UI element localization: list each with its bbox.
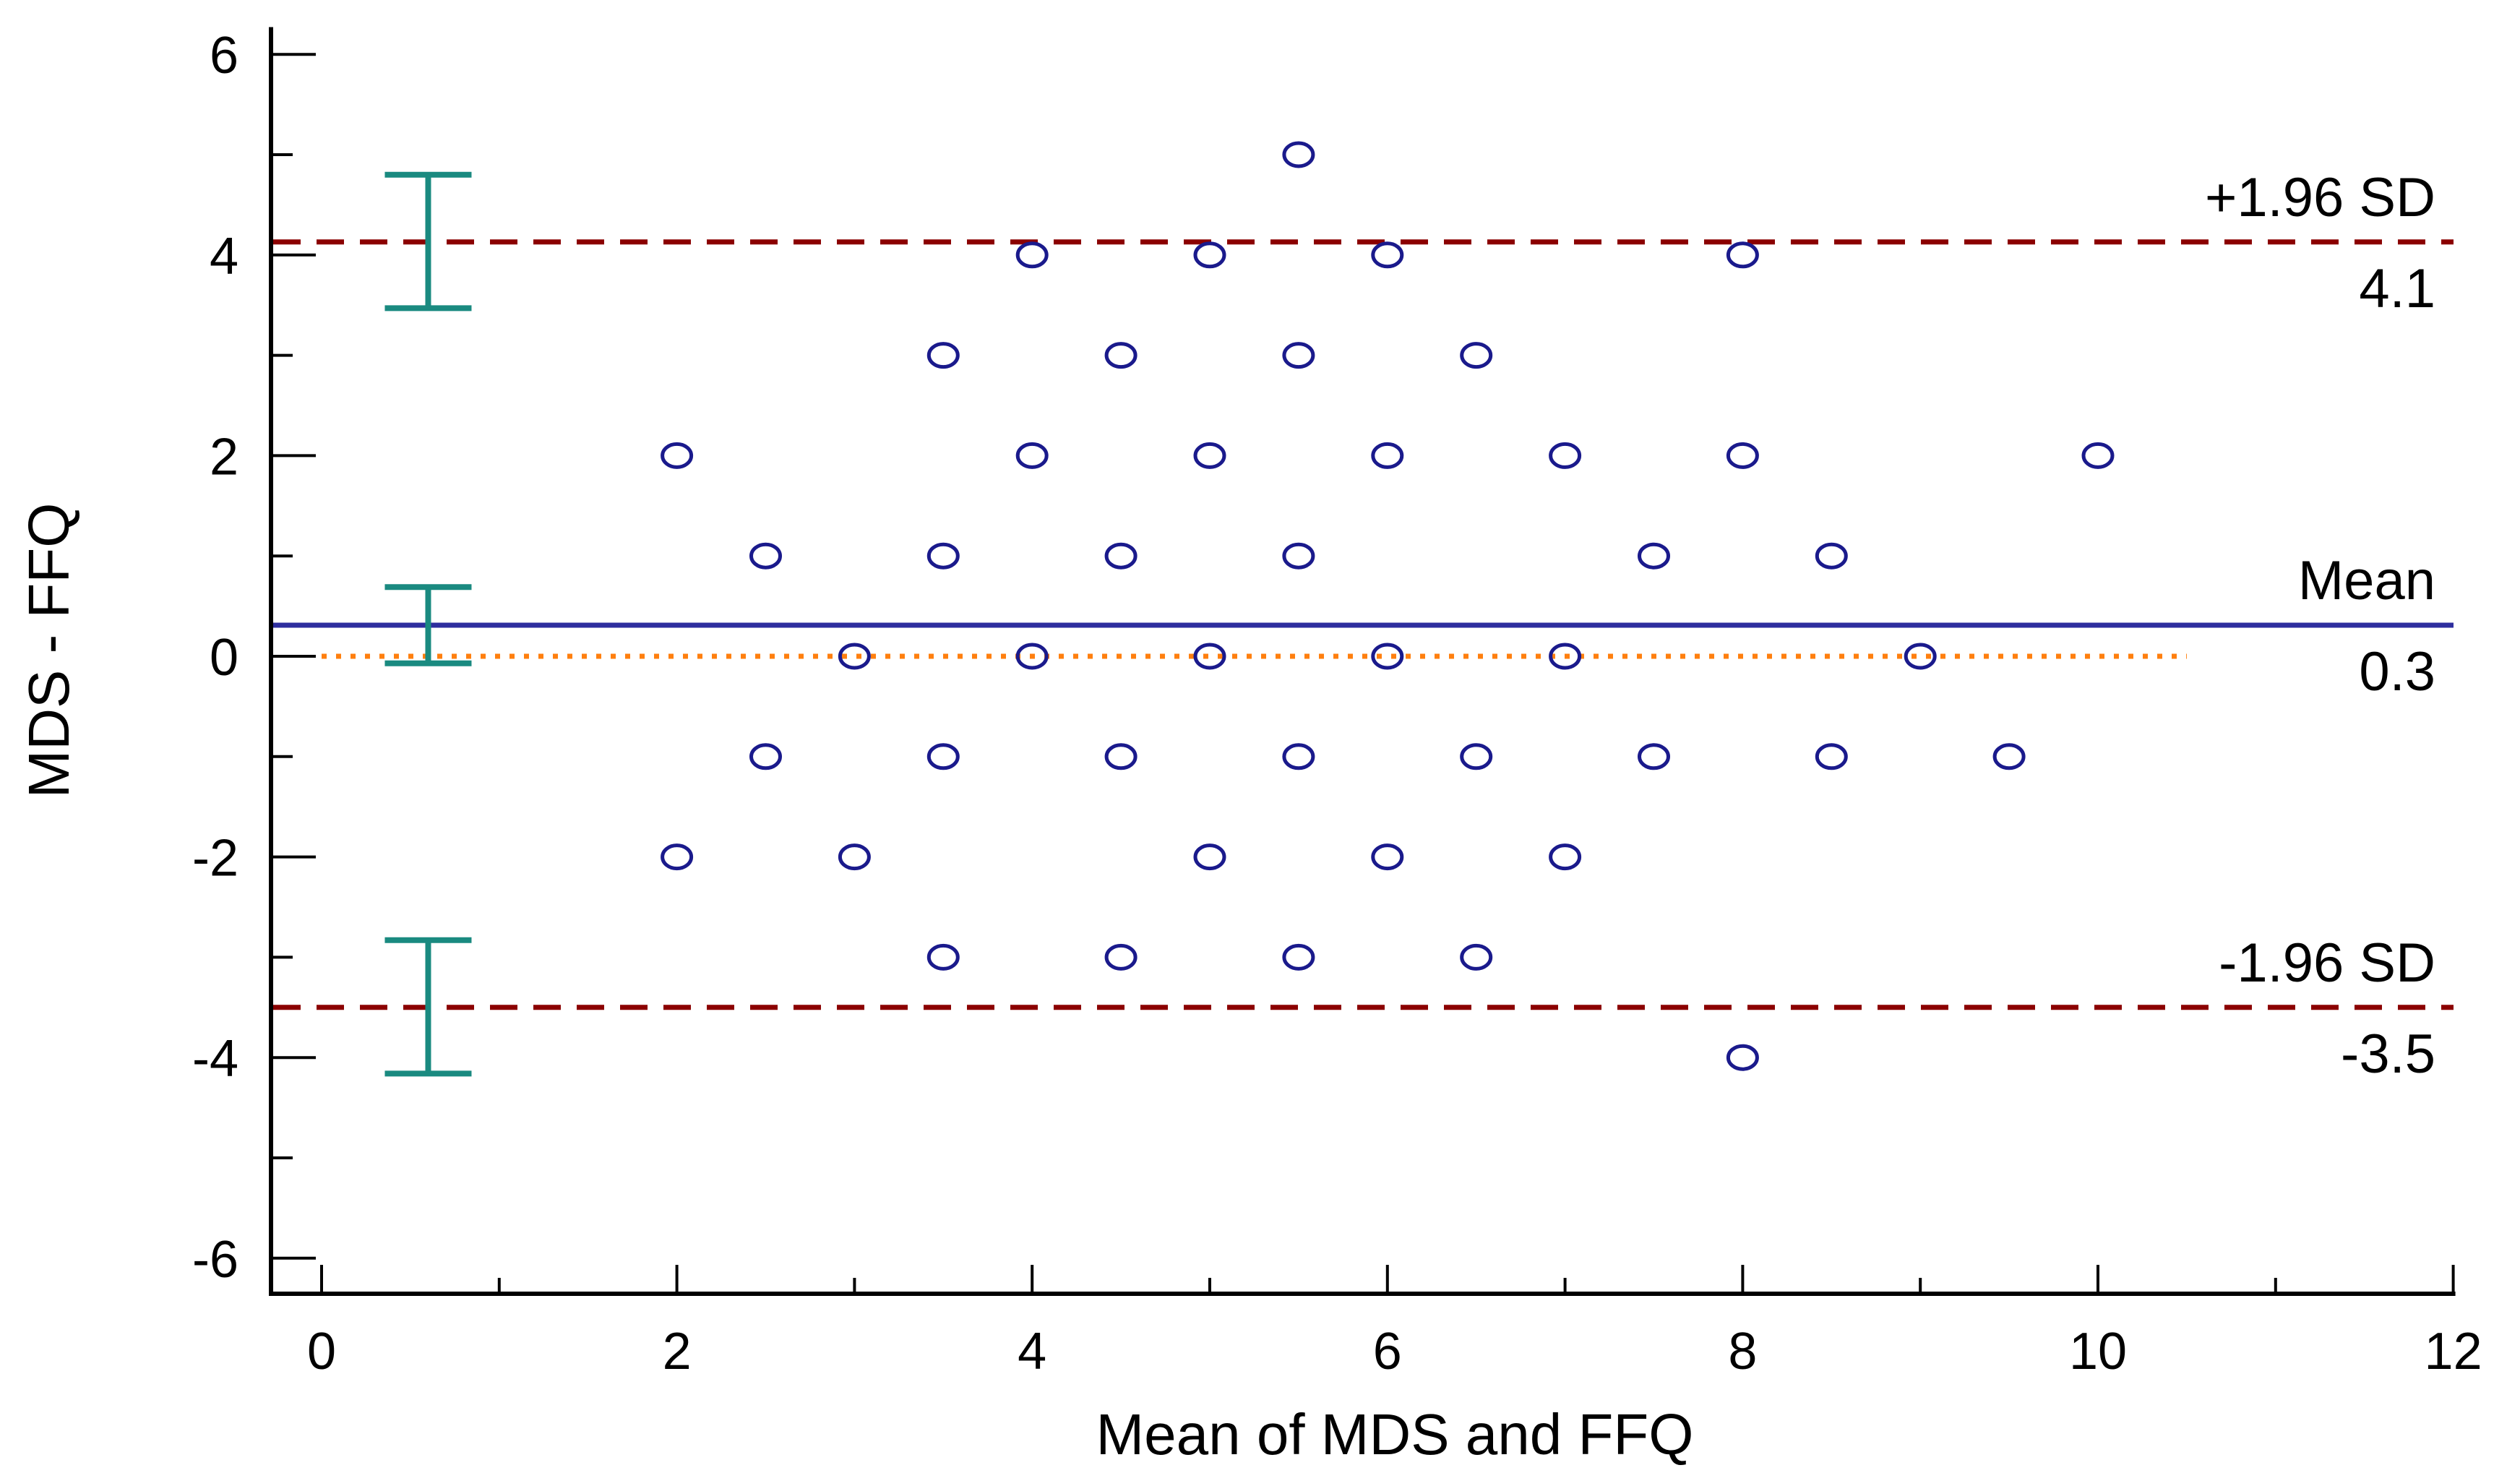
data-point [1015, 643, 1049, 670]
data-point [1992, 743, 2026, 770]
x-axis-title: Mean of MDS and FFQ [1096, 1402, 1694, 1466]
mean-line-label: Mean [2298, 550, 2435, 611]
plot-area [273, 141, 2454, 1077]
error-bars-layer [384, 171, 472, 1077]
upper-error-bar [384, 171, 472, 312]
x-tick-label: 2 [663, 1323, 692, 1380]
upper-value-label: 4.1 [2359, 258, 2435, 319]
data-point [1726, 1044, 1759, 1071]
y-tick-label: -4 [192, 1030, 238, 1088]
data-point [1104, 743, 1138, 770]
y-tick-label: 2 [210, 428, 238, 486]
data-point [1282, 542, 1315, 570]
upper-line-label: +1.96 SD [2205, 167, 2435, 228]
data-point [1726, 241, 1759, 269]
x-tick-label: 6 [1373, 1323, 1402, 1380]
y-axis-title: MDS - FFQ [17, 503, 81, 799]
y-axis-ticks: -6 -4 -2 0 2 4 6 [192, 27, 316, 1289]
lower-line-label: -1.96 SD [2219, 932, 2435, 994]
data-point [1193, 241, 1226, 269]
reference-lines-layer [273, 239, 2454, 1010]
data-point [1549, 843, 1582, 871]
x-tick-label: 0 [307, 1323, 336, 1380]
mean-error-bar [384, 584, 472, 666]
data-point [1549, 442, 1582, 469]
data-point [838, 643, 871, 670]
mean-value-label: 0.3 [2359, 641, 2435, 703]
data-point [661, 843, 694, 871]
data-point [1371, 643, 1404, 670]
reference-line-labels: +1.96 SD 4.1 Mean 0.3 -1.96 SD -3.5 [2205, 167, 2435, 1085]
data-point [1815, 743, 1848, 770]
y-tick-label: -6 [192, 1231, 238, 1289]
data-point [1193, 442, 1226, 469]
data-point [1815, 542, 1848, 570]
x-tick-label: 10 [2069, 1323, 2127, 1380]
data-point [926, 743, 960, 770]
data-point [1549, 643, 1582, 670]
data-point [1371, 442, 1404, 469]
data-point [926, 342, 960, 369]
data-point [749, 542, 782, 570]
data-point [1460, 743, 1493, 770]
data-point [1371, 843, 1404, 871]
data-point [838, 843, 871, 871]
data-point [661, 442, 694, 469]
data-point [926, 542, 960, 570]
data-point [1282, 943, 1315, 971]
data-point [1015, 442, 1049, 469]
data-point [749, 743, 782, 770]
data-point [1638, 743, 1670, 770]
lower-value-label: -3.5 [2341, 1023, 2435, 1085]
y-tick-label: 6 [210, 27, 238, 85]
data-point [1460, 943, 1493, 971]
x-tick-label: 8 [1728, 1323, 1757, 1380]
data-point [1726, 442, 1759, 469]
data-point [1638, 542, 1670, 570]
data-point [1193, 843, 1226, 871]
data-point [1282, 342, 1315, 369]
data-point [2081, 442, 2115, 469]
data-point [1104, 943, 1138, 971]
data-point [1371, 241, 1404, 269]
lower-error-bar [384, 937, 472, 1077]
data-points-layer [661, 141, 2115, 1071]
y-tick-label: -2 [192, 830, 238, 888]
data-point [1282, 743, 1315, 770]
data-point [1104, 542, 1138, 570]
axes: -6 -4 -2 0 2 4 6 0 2 4 6 8 10 12 [192, 27, 2482, 1380]
data-point [1282, 141, 1315, 168]
y-tick-label: 0 [210, 629, 238, 687]
data-point [926, 943, 960, 971]
data-point [1104, 342, 1138, 369]
data-point [1460, 342, 1493, 369]
x-tick-label: 4 [1018, 1323, 1046, 1380]
y-tick-label: 4 [210, 228, 238, 285]
x-axis-ticks: 0 2 4 6 8 10 12 [307, 1265, 2482, 1380]
x-tick-label: 12 [2425, 1323, 2482, 1380]
data-point [1015, 241, 1049, 269]
data-point [1193, 643, 1226, 670]
data-point [1904, 643, 1937, 670]
